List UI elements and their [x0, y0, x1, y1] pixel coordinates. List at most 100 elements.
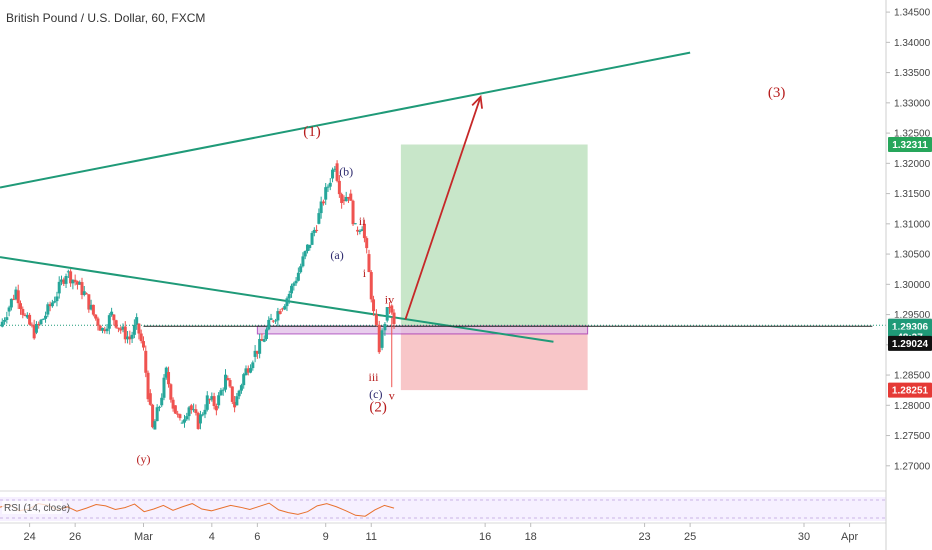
candle: [308, 244, 312, 249]
candle: [18, 303, 22, 310]
candle: [96, 318, 100, 326]
y-tick-label: 1.32500: [894, 129, 931, 140]
y-tick-label: 1.30500: [894, 250, 931, 261]
candle: [153, 421, 157, 430]
candle: [73, 279, 77, 282]
chart-title: British Pound / U.S. Dollar, 60, FXCM: [6, 11, 205, 25]
candle: [5, 317, 9, 320]
candle: [59, 279, 63, 282]
candle: [365, 238, 369, 249]
price-badge-label: 1.28251: [892, 386, 929, 397]
candle: [148, 393, 152, 405]
candle: [48, 304, 52, 307]
projection-arrow[interactable]: [404, 96, 482, 320]
candle: [34, 323, 38, 333]
y-tick-label: 1.34000: [894, 38, 931, 49]
x-tick-label: 9: [323, 531, 329, 543]
candle: [7, 307, 11, 312]
candle: [387, 307, 391, 309]
candle: [383, 323, 387, 331]
candle: [331, 169, 335, 179]
candle: [155, 407, 159, 422]
candle: [25, 314, 29, 318]
candle: [221, 389, 225, 391]
candle: [169, 384, 173, 400]
candle: [324, 187, 328, 200]
target-zone[interactable]: [400, 144, 588, 326]
candle: [180, 422, 184, 424]
y-tick-label: 1.33000: [894, 98, 931, 109]
y-tick-label: 1.28500: [894, 371, 931, 382]
candle: [337, 180, 341, 195]
candle: [235, 396, 239, 406]
candle: [385, 307, 389, 321]
candle: [269, 318, 273, 320]
candle: [139, 333, 143, 342]
candle: [164, 367, 168, 378]
price-layer: [0, 160, 396, 430]
candle: [276, 311, 280, 321]
candle: [360, 229, 364, 231]
candle: [151, 404, 155, 428]
candle: [214, 405, 218, 411]
candle: [326, 186, 330, 188]
stop-zone[interactable]: [400, 325, 588, 391]
candle: [66, 271, 70, 273]
y-tick-label: 1.31500: [894, 189, 931, 200]
candle: [94, 314, 98, 319]
candle: [344, 196, 348, 202]
upper-trendline[interactable]: [0, 51, 691, 189]
candle: [132, 324, 136, 335]
x-tick-label: 24: [23, 531, 35, 543]
price-axis: 1.34500 1.34000 1.33500 1.33000 1.32500 1.320…: [886, 8, 931, 472]
candle: [37, 323, 41, 325]
candle: [271, 320, 275, 322]
candle: [32, 325, 36, 339]
candle: [217, 395, 221, 406]
candle: [192, 409, 196, 411]
candle: [305, 244, 309, 252]
candle: [294, 280, 298, 284]
rsi-pane: RSI (14, close): [0, 497, 886, 521]
candle: [21, 309, 25, 315]
support-box[interactable]: [256, 325, 589, 335]
candle: [78, 282, 82, 285]
candle: [189, 405, 193, 410]
wave-label: (2): [369, 399, 387, 415]
price-badge: [888, 137, 932, 153]
candle: [246, 368, 250, 373]
candle: [85, 293, 89, 295]
candle: [335, 163, 339, 181]
candle: [328, 182, 332, 187]
wave-label: v: [389, 388, 395, 402]
candle: [141, 341, 145, 348]
candle: [112, 314, 116, 321]
x-tick-label: 4: [209, 531, 215, 543]
x-tick-label: 11: [366, 531, 377, 543]
wave-label: (a): [330, 248, 343, 262]
candle: [30, 324, 34, 326]
candle: [198, 414, 202, 424]
candle: [44, 315, 48, 319]
candle: [55, 296, 59, 302]
x-tick-label: 26: [69, 531, 81, 543]
candle: [194, 409, 198, 413]
y-tick-label: 1.29500: [894, 310, 931, 321]
wave-label: (y): [136, 452, 150, 466]
candle: [176, 413, 180, 415]
candle: [296, 272, 300, 281]
candle: [303, 251, 307, 257]
candle: [315, 229, 319, 231]
candle: [71, 279, 75, 284]
price-badge: [888, 335, 932, 351]
y-tick-label: 1.27500: [894, 431, 931, 442]
candle: [135, 317, 139, 325]
candle: [39, 319, 43, 325]
candle: [0, 321, 4, 327]
candle: [290, 285, 294, 294]
lower-trendline[interactable]: [0, 256, 554, 343]
candle: [258, 338, 262, 354]
